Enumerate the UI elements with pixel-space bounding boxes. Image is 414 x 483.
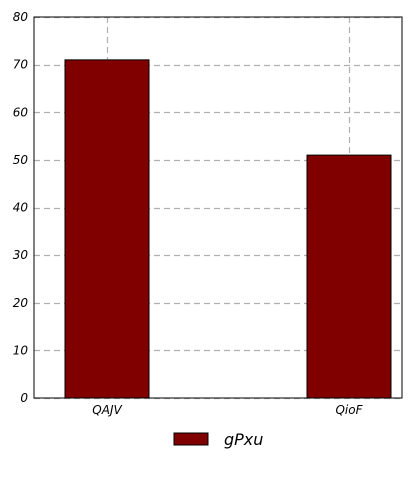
legend-label: gPxu	[224, 430, 263, 449]
y-tick-label: 80	[13, 10, 29, 24]
legend-swatch	[173, 432, 209, 446]
y-tick-label: 10	[13, 343, 29, 357]
y-tick-label: 60	[13, 105, 29, 119]
bar-qajv	[64, 59, 150, 399]
bar-qiof	[306, 154, 392, 399]
y-tick-label: 50	[13, 153, 29, 167]
x-tick-label: QAJV	[92, 403, 122, 417]
y-tick-label: 40	[13, 201, 29, 215]
y-tick-label: 0	[20, 391, 28, 405]
y-tick-label: 30	[13, 248, 29, 262]
legend: gPxu	[173, 430, 263, 449]
x-axis-tick-labels: QAJV QioF	[92, 403, 363, 417]
y-axis-tick-labels: 0 10 20 30 40 50 60 70 80	[13, 10, 29, 405]
y-tick-label: 20	[13, 296, 29, 310]
x-tick-label: QioF	[335, 403, 363, 417]
plot-frame	[33, 16, 403, 399]
bars-layer	[64, 59, 392, 399]
y-tick-label: 70	[13, 58, 29, 72]
